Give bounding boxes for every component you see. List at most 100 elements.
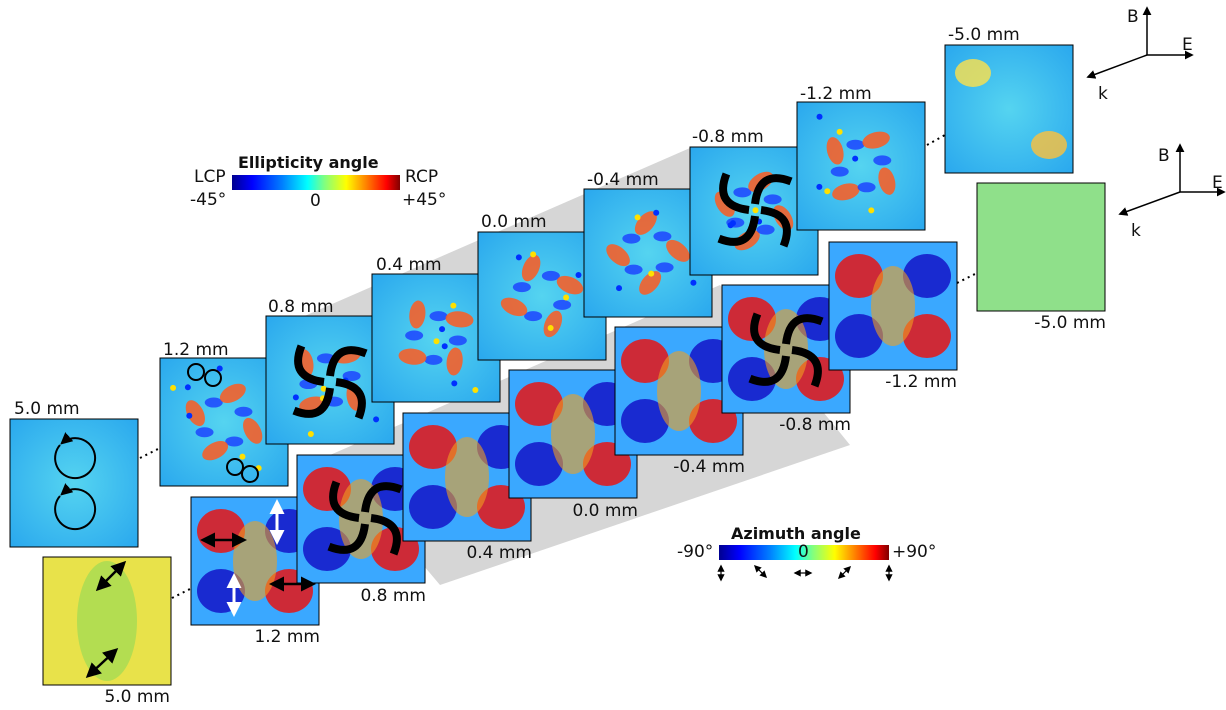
pinwheel-arm <box>782 314 824 345</box>
lcp-region <box>405 330 424 341</box>
rcp-region <box>556 275 584 295</box>
k-axis-label-top: k <box>1098 84 1108 104</box>
ellipticity-lcp-label: LCP <box>194 167 226 187</box>
b-axis-label-top: B <box>1127 7 1139 27</box>
diag-arrow-icon <box>95 560 127 592</box>
azimuth-region <box>409 485 457 529</box>
speckle <box>634 214 641 221</box>
pinwheel-icon <box>748 312 824 388</box>
lcp-region <box>857 182 876 193</box>
k-axis-label-bottom: k <box>1131 221 1141 241</box>
rcp-region <box>634 211 657 235</box>
lcp-region <box>512 282 531 293</box>
ellipticity-panel-label: 0.4 mm <box>376 255 442 275</box>
azimuth-region <box>835 254 883 298</box>
ellipticity-panel-label: 0.8 mm <box>268 297 334 317</box>
rcp-region <box>606 244 630 267</box>
azimuth-panel-label: -5.0 mm <box>1034 313 1106 333</box>
ellipticity-panel-label: 0.0 mm <box>481 212 547 232</box>
ellipticity-panel: 5.0 mm <box>9 399 139 548</box>
azimuth-region <box>515 442 563 486</box>
lcp-circle-icon <box>54 432 97 480</box>
orient-diag-down-icon <box>753 564 768 579</box>
pinwheel-arm <box>335 378 366 420</box>
pinwheel-overlays <box>54 172 824 679</box>
azimuth-region <box>445 437 489 517</box>
azimuth-region <box>764 309 808 389</box>
lcp-region <box>622 233 641 244</box>
azimuth-gradient <box>719 545 889 560</box>
rcp-region <box>219 383 246 403</box>
azimuth-region <box>871 266 915 346</box>
rcp-region <box>500 297 528 317</box>
speckle <box>441 343 448 350</box>
b-axis-label-bottom: B <box>1158 146 1170 166</box>
leader-ellip-left <box>139 447 161 459</box>
speckle <box>450 302 457 309</box>
leader-ellip-right <box>926 134 946 146</box>
rcp-region <box>955 59 991 87</box>
lcp-region <box>524 311 543 322</box>
azimuth-region <box>835 314 883 358</box>
ellipticity-max-label: +45° <box>402 190 446 210</box>
azimuth-min-label: -90° <box>677 542 713 562</box>
azimuth-region <box>657 351 701 431</box>
azimuth-region <box>621 339 669 383</box>
rcp-region <box>832 183 860 201</box>
ellipticity-panels: 5.0 mm 1.2 mm 0.8 mm 0.4 mm 0.0 mm -0.4 mm -0.… <box>9 25 1074 548</box>
pinwheel-icon <box>717 172 793 248</box>
rcp-region <box>826 137 844 165</box>
speckle <box>547 324 554 331</box>
axes-triad-ellipticity <box>1086 6 1194 79</box>
lcp-region <box>873 155 892 166</box>
azimuth-region <box>303 527 351 571</box>
azimuth-region <box>621 399 669 443</box>
rcp-region <box>1031 131 1067 159</box>
lcp-region <box>429 311 448 322</box>
speckle <box>690 279 697 286</box>
speckle <box>239 453 246 460</box>
pinwheel-arm <box>292 387 334 418</box>
azimuth-panel-label: 1.2 mm <box>254 627 320 647</box>
leader-azi-left <box>171 587 193 599</box>
rcp-region <box>878 167 896 195</box>
speckle <box>616 285 623 292</box>
diag-arrow-icon <box>85 647 119 679</box>
speckle <box>563 294 570 301</box>
lcp-region <box>234 406 253 417</box>
ellipticity-panel: -1.2 mm <box>796 84 926 231</box>
azimuth-panel: -1.2 mm <box>828 241 958 392</box>
azimuth-orientation-glyphs <box>717 564 893 582</box>
azimuth-map <box>976 182 1106 312</box>
ellipticity-panel-label: 1.2 mm <box>163 340 229 360</box>
rcp-region <box>639 271 662 295</box>
rcp-region <box>862 131 890 149</box>
azimuth-region <box>303 467 351 511</box>
rcp-region <box>202 441 229 461</box>
lcp-region <box>756 224 775 235</box>
ellipticity-panel-label: -0.8 mm <box>692 127 764 147</box>
leader-lines <box>139 134 978 599</box>
pinwheel-arm <box>791 346 822 388</box>
azimuth-region <box>903 254 951 298</box>
pinwheel-arm <box>370 514 401 556</box>
speckle <box>727 222 734 229</box>
lcp-region <box>830 166 849 177</box>
pinwheel-arm <box>717 215 759 246</box>
lcp-region <box>655 262 674 273</box>
rcp-region <box>398 348 427 365</box>
rcp-region <box>666 239 690 262</box>
rcp-region <box>445 311 474 328</box>
speckle <box>307 430 314 437</box>
pinwheel-arm <box>326 346 368 377</box>
ellipticity-zero-label: 0 <box>310 191 321 211</box>
speckle <box>451 380 458 387</box>
speckle <box>515 254 522 261</box>
azimuth-panels: 5.0 mm 1.2 mm 0.8 mm 0.4 mm 0.0 mm -0.4 mm -0.… <box>42 182 1106 707</box>
lcp-region <box>448 335 467 346</box>
speckle <box>816 183 823 190</box>
ellipticity-panel-label: -0.4 mm <box>587 170 659 190</box>
lcp-region <box>225 436 244 447</box>
speckle <box>186 412 193 419</box>
e-axis-label-top: E <box>1182 35 1193 55</box>
